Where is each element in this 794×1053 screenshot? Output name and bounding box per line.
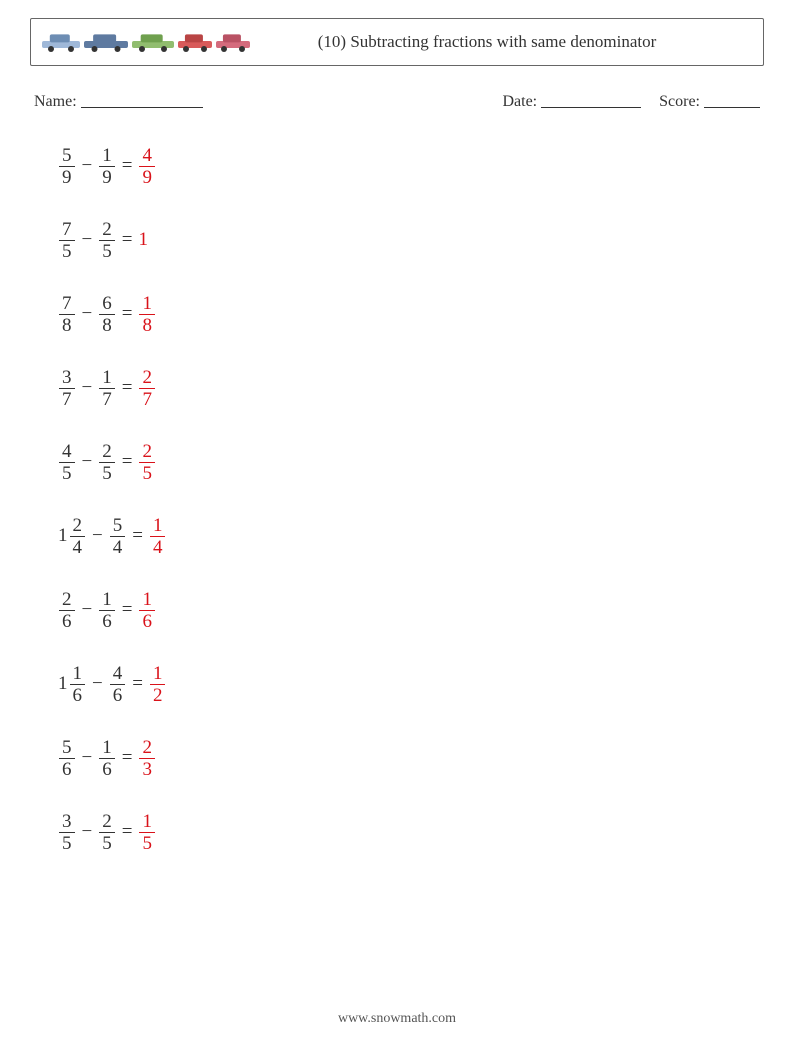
answer: 25 bbox=[138, 442, 156, 483]
date-blank[interactable] bbox=[541, 92, 641, 108]
problem-row: 124 − 54 = 14 bbox=[58, 513, 764, 559]
name-label: Name: bbox=[34, 93, 77, 110]
answer: 49 bbox=[138, 146, 156, 187]
fraction: 35 bbox=[59, 812, 75, 853]
equals-operator: = bbox=[122, 303, 133, 325]
answer: 27 bbox=[138, 368, 156, 409]
score-field: Score: bbox=[659, 90, 760, 111]
name-field: Name: bbox=[34, 90, 502, 111]
whole-number: 1 bbox=[138, 229, 148, 250]
equals-operator: = bbox=[122, 155, 133, 177]
minus-operator: − bbox=[82, 377, 93, 399]
fraction: 23 bbox=[139, 738, 155, 779]
fraction: 26 bbox=[59, 590, 75, 631]
problem-row: 75 − 25 = 1 bbox=[58, 217, 764, 263]
problem-row: 45 − 25 = 25 bbox=[58, 439, 764, 485]
equals-operator: = bbox=[122, 229, 133, 251]
equals-operator: = bbox=[122, 747, 133, 769]
mixed-number: 124 bbox=[58, 516, 86, 557]
mixed-number: 116 bbox=[58, 664, 86, 705]
problem-row: 26 − 16 = 16 bbox=[58, 587, 764, 633]
meta-row: Name: Date: Score: bbox=[30, 90, 764, 111]
fraction: 17 bbox=[99, 368, 115, 409]
fraction: 78 bbox=[59, 294, 75, 335]
equals-operator: = bbox=[122, 821, 133, 843]
answer: 18 bbox=[138, 294, 156, 335]
fraction: 16 bbox=[70, 664, 86, 705]
equals-operator: = bbox=[122, 377, 133, 399]
minus-operator: − bbox=[82, 599, 93, 621]
fraction: 25 bbox=[99, 220, 115, 261]
car-icon bbox=[83, 32, 129, 52]
problem-row: 59 − 19 = 49 bbox=[58, 143, 764, 189]
problem-row: 35 − 25 = 15 bbox=[58, 809, 764, 855]
fraction: 37 bbox=[59, 368, 75, 409]
fraction: 14 bbox=[150, 516, 166, 557]
fraction: 46 bbox=[110, 664, 126, 705]
fraction: 24 bbox=[70, 516, 86, 557]
fraction: 12 bbox=[150, 664, 166, 705]
fraction: 54 bbox=[110, 516, 126, 557]
fraction: 25 bbox=[139, 442, 155, 483]
problem-row: 78 − 68 = 18 bbox=[58, 291, 764, 337]
minus-operator: − bbox=[82, 229, 93, 251]
answer: 14 bbox=[149, 516, 167, 557]
fraction: 49 bbox=[139, 146, 155, 187]
fraction: 25 bbox=[99, 812, 115, 853]
equals-operator: = bbox=[132, 525, 143, 547]
equals-operator: = bbox=[122, 599, 133, 621]
score-label: Score: bbox=[659, 93, 700, 110]
answer: 15 bbox=[138, 812, 156, 853]
equals-operator: = bbox=[132, 673, 143, 695]
fraction: 15 bbox=[139, 812, 155, 853]
fraction: 56 bbox=[59, 738, 75, 779]
minus-operator: − bbox=[82, 303, 93, 325]
fraction: 16 bbox=[99, 590, 115, 631]
fraction: 75 bbox=[59, 220, 75, 261]
minus-operator: − bbox=[82, 747, 93, 769]
car-icon bbox=[131, 32, 175, 52]
fraction: 59 bbox=[59, 146, 75, 187]
worksheet-header: (10) Subtracting fractions with same den… bbox=[30, 18, 764, 66]
problem-row: 56 − 16 = 23 bbox=[58, 735, 764, 781]
fraction: 16 bbox=[99, 738, 115, 779]
worksheet-title: (10) Subtracting fractions with same den… bbox=[251, 31, 753, 52]
date-field: Date: bbox=[502, 90, 641, 111]
minus-operator: − bbox=[82, 821, 93, 843]
fraction: 45 bbox=[59, 442, 75, 483]
problem-row: 37 − 17 = 27 bbox=[58, 365, 764, 411]
answer: 16 bbox=[138, 590, 156, 631]
problems-list: 59 − 19 = 49 75 − 25 = 1 78 − 68 = 18 37… bbox=[30, 143, 764, 855]
minus-operator: − bbox=[92, 673, 103, 695]
fraction: 16 bbox=[139, 590, 155, 631]
answer: 1 bbox=[138, 229, 148, 251]
score-blank[interactable] bbox=[704, 92, 760, 108]
answer: 12 bbox=[149, 664, 167, 705]
equals-operator: = bbox=[122, 451, 133, 473]
fraction: 19 bbox=[99, 146, 115, 187]
answer: 23 bbox=[138, 738, 156, 779]
minus-operator: − bbox=[82, 451, 93, 473]
fraction: 18 bbox=[139, 294, 155, 335]
car-icon bbox=[41, 32, 81, 52]
name-blank[interactable] bbox=[81, 92, 203, 108]
minus-operator: − bbox=[92, 525, 103, 547]
car-icon bbox=[177, 32, 213, 52]
car-icons-row bbox=[41, 32, 251, 52]
problem-row: 116 − 46 = 12 bbox=[58, 661, 764, 707]
fraction: 68 bbox=[99, 294, 115, 335]
fraction: 27 bbox=[139, 368, 155, 409]
footer-url: www.snowmath.com bbox=[0, 1011, 794, 1027]
minus-operator: − bbox=[82, 155, 93, 177]
car-icon bbox=[215, 32, 251, 52]
date-label: Date: bbox=[502, 93, 537, 110]
fraction: 25 bbox=[99, 442, 115, 483]
